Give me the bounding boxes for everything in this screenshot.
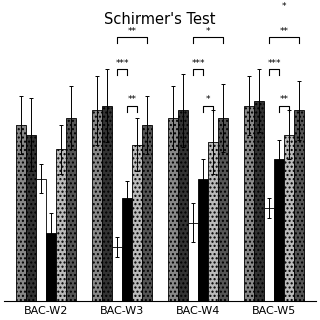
Bar — [218, 118, 228, 301]
Bar — [66, 118, 76, 301]
Bar — [122, 198, 132, 301]
Text: ***: *** — [267, 59, 281, 68]
Bar — [26, 135, 36, 301]
Text: **: ** — [279, 95, 288, 104]
Bar — [142, 125, 152, 301]
Bar — [132, 145, 142, 301]
Bar — [92, 110, 102, 301]
Bar — [208, 142, 218, 301]
Bar — [112, 247, 122, 301]
Text: *: * — [206, 27, 210, 36]
Bar — [56, 149, 66, 301]
Bar — [284, 135, 294, 301]
Bar — [168, 118, 178, 301]
Bar — [264, 208, 274, 301]
Bar — [102, 106, 112, 301]
Title: Schirmer's Test: Schirmer's Test — [104, 12, 216, 27]
Bar — [244, 106, 254, 301]
Text: *: * — [206, 95, 210, 104]
Bar — [254, 100, 264, 301]
Bar — [294, 110, 304, 301]
Text: **: ** — [279, 27, 288, 36]
Bar — [46, 233, 56, 301]
Text: ***: *** — [191, 59, 205, 68]
Bar — [178, 110, 188, 301]
Text: *: * — [282, 3, 286, 12]
Bar — [198, 179, 208, 301]
Bar — [36, 179, 46, 301]
Text: **: ** — [127, 27, 136, 36]
Text: ***: *** — [115, 59, 129, 68]
Bar — [188, 223, 198, 301]
Bar — [274, 159, 284, 301]
Text: **: ** — [127, 95, 136, 104]
Bar — [16, 125, 26, 301]
